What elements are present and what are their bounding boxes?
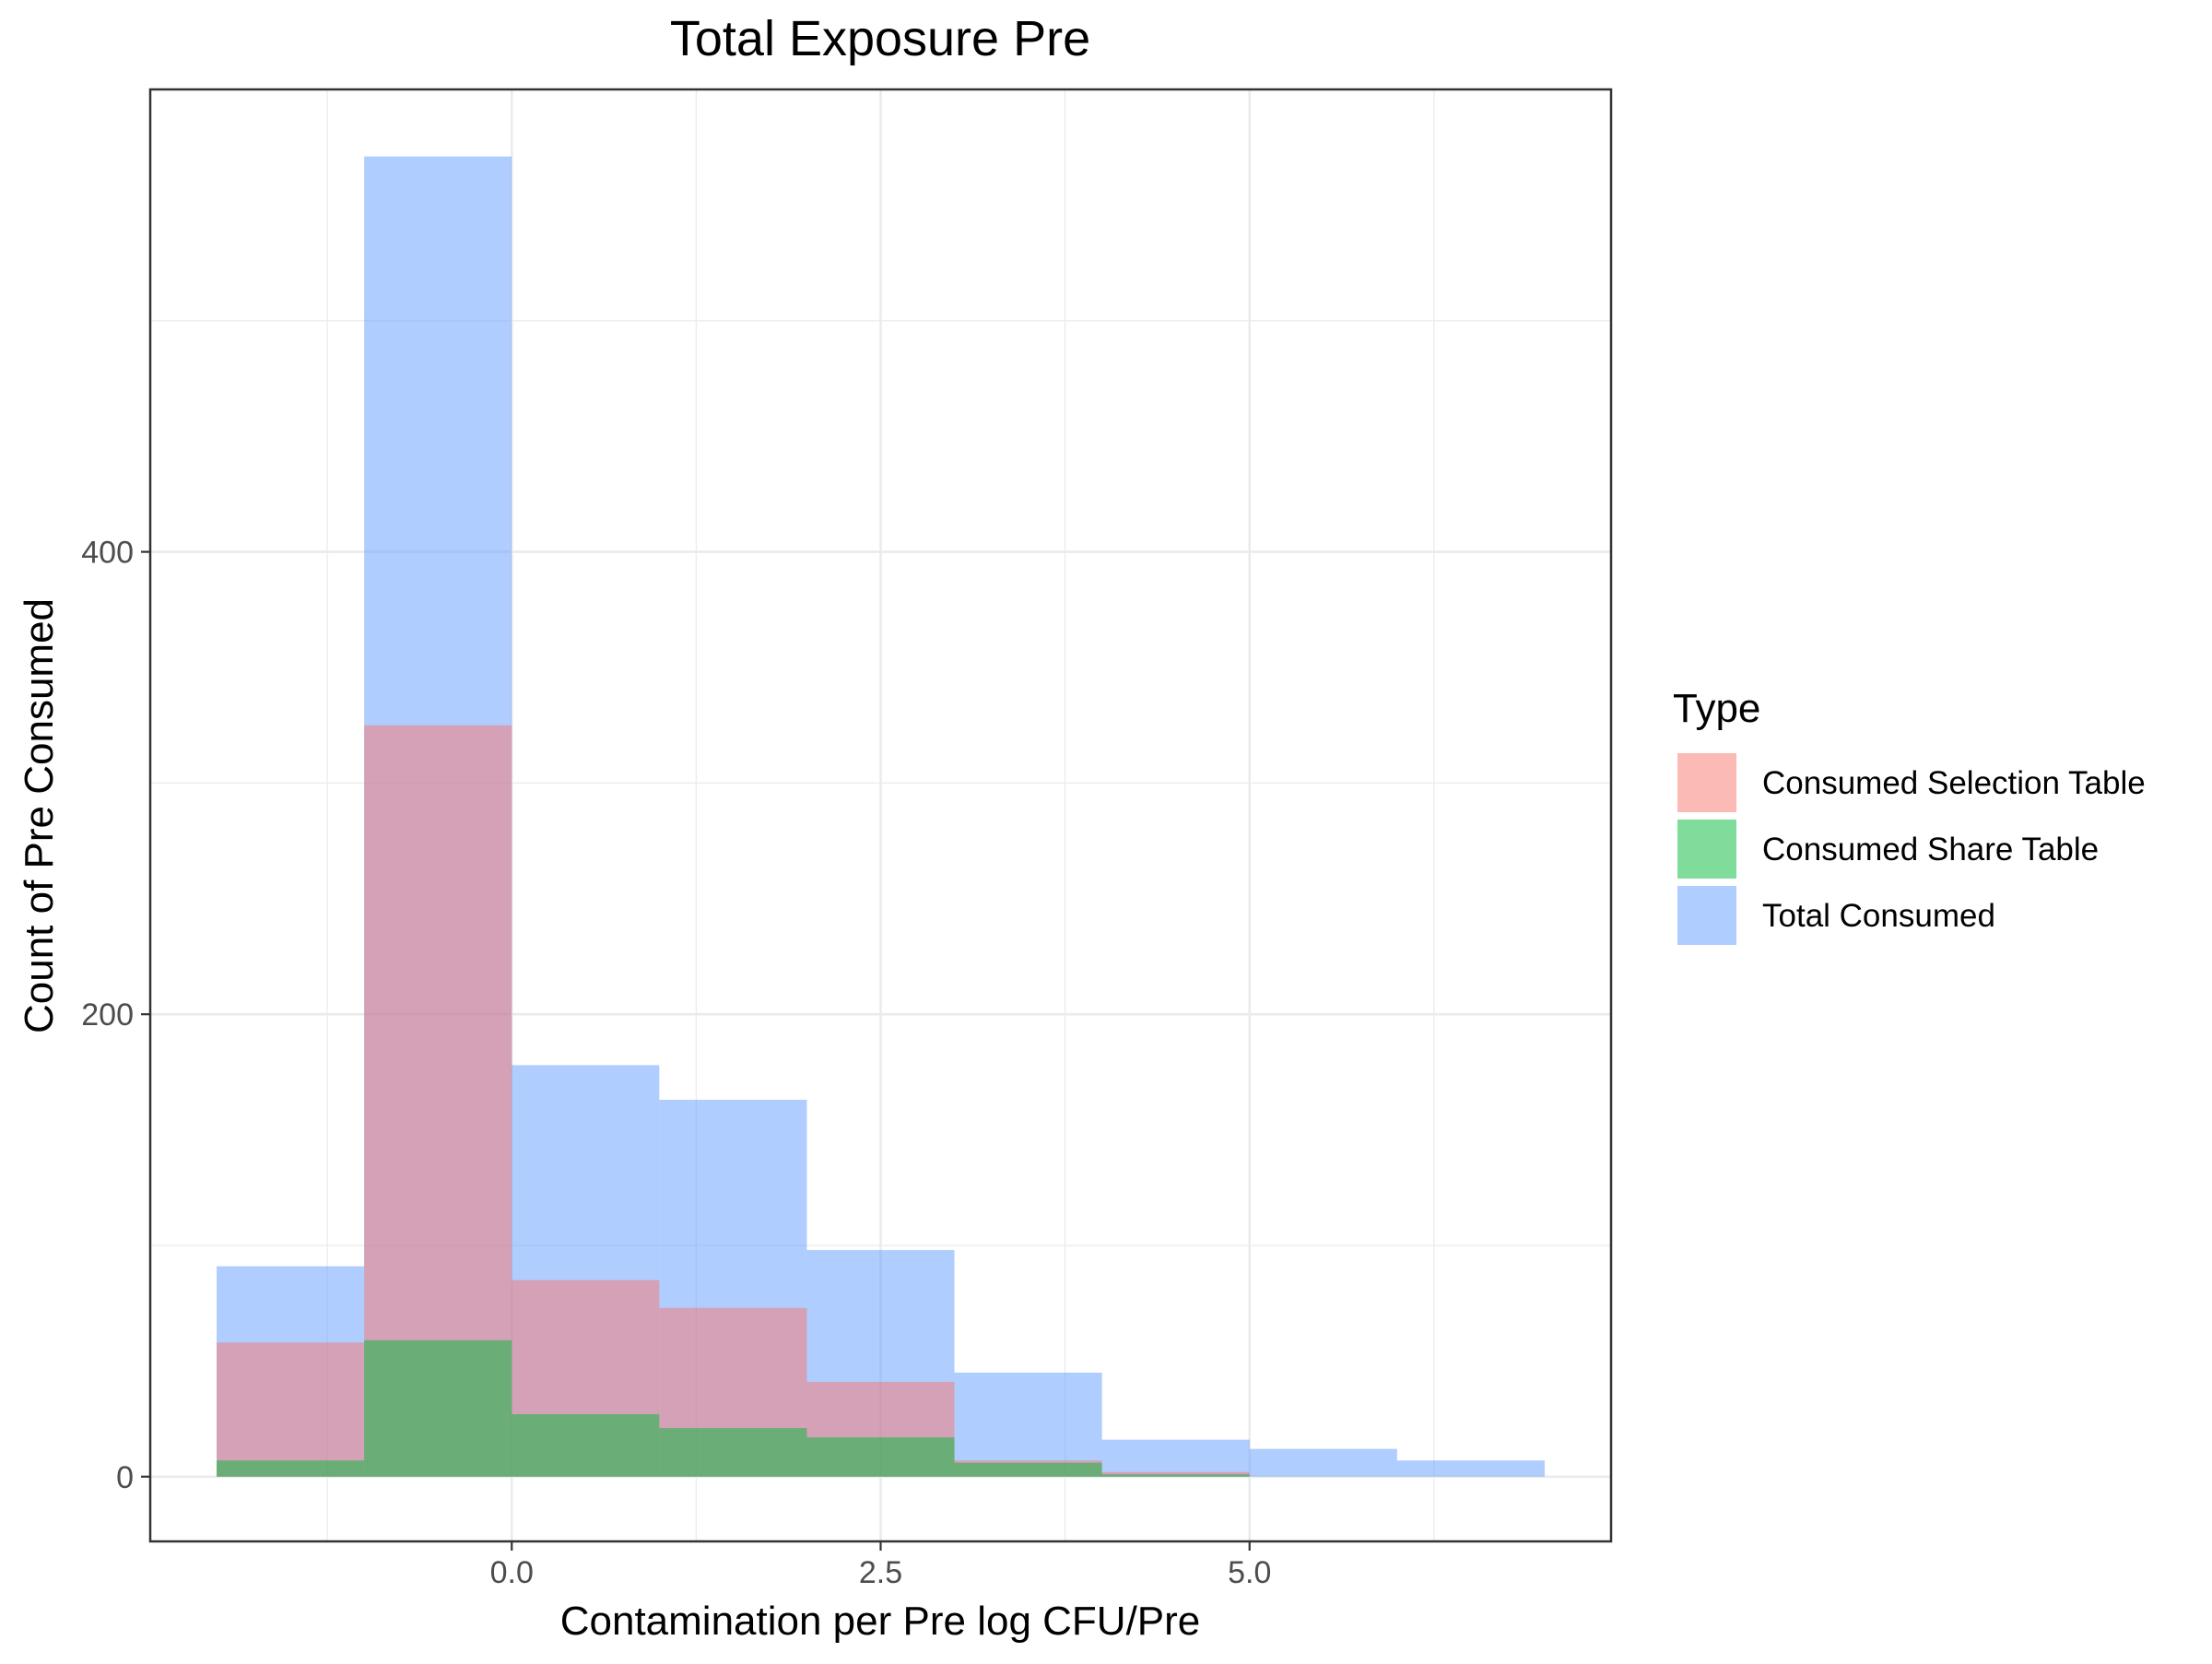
x-tick-label: 2.5 [859, 1555, 902, 1590]
legend: Type Consumed Selection Table Consumed Sh… [1673, 686, 2146, 947]
legend-swatch-total-consumed [1677, 886, 1736, 945]
histogram-bars [217, 156, 1545, 1477]
series-consumed-share-table [217, 1339, 1250, 1477]
legend-label-consumed-selection-table: Consumed Selection Table [1762, 765, 2146, 801]
x-axis-ticks: 0.0 2.5 5.0 [490, 1541, 1271, 1590]
bar-consumed-share-table [364, 1339, 512, 1477]
bar-total-consumed [954, 1372, 1102, 1477]
legend-item-consumed-selection-table: Consumed Selection Table [1676, 751, 2146, 814]
y-axis-ticks: 0 200 400 [81, 536, 150, 1495]
bar-consumed-share-table [806, 1437, 955, 1477]
bar-consumed-share-table [217, 1460, 365, 1477]
chart-title: Total Exposure Pre [670, 11, 1090, 66]
bar-consumed-selection-table [1101, 1471, 1250, 1477]
bar-consumed-share-table [954, 1462, 1102, 1477]
bar-consumed-share-table [659, 1428, 807, 1477]
y-axis-title: Count of Pre Consumed [17, 598, 62, 1033]
legend-label-consumed-share-table: Consumed Share Table [1762, 832, 2099, 867]
bar-consumed-selection-table [217, 1342, 365, 1477]
bar-total-consumed [1101, 1439, 1250, 1477]
x-tick-label: 5.0 [1228, 1555, 1271, 1590]
legend-label-total-consumed: Total Consumed [1762, 898, 1995, 934]
legend-title: Type [1673, 686, 1760, 731]
y-tick-label: 0 [116, 1460, 134, 1495]
bar-consumed-share-table [1101, 1474, 1250, 1477]
y-tick-label: 200 [81, 997, 134, 1033]
legend-items: Consumed Selection Table Consumed Share T… [1676, 751, 2146, 947]
legend-item-total-consumed: Total Consumed [1676, 884, 1995, 947]
x-axis-title: Contamination per Pre log CFU/Pre [560, 1599, 1201, 1644]
bar-consumed-share-table [512, 1414, 660, 1477]
legend-swatch-consumed-selection-table [1677, 753, 1736, 812]
bar-total-consumed [1396, 1460, 1545, 1477]
legend-item-consumed-share-table: Consumed Share Table [1676, 818, 2099, 880]
x-tick-label: 0.0 [490, 1555, 534, 1590]
legend-swatch-consumed-share-table [1677, 820, 1736, 879]
bar-total-consumed [1249, 1448, 1397, 1477]
y-tick-label: 400 [81, 536, 134, 571]
